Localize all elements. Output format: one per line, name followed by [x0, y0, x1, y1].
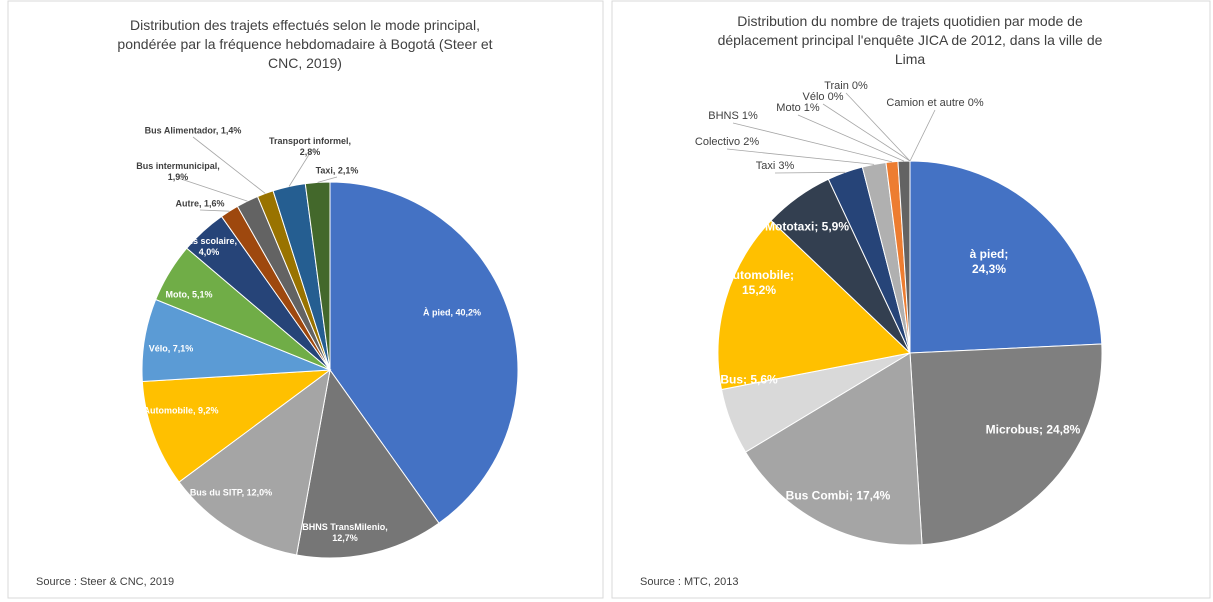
data-label: Mototaxi; 5,9%	[764, 219, 850, 234]
chart-title: Distribution des trajets effectués selon…	[117, 17, 493, 71]
data-label: BHNS TransMilenio, 12,7%	[302, 521, 388, 543]
data-label: Moto, 5,1%	[165, 289, 213, 300]
leader-line	[822, 103, 911, 162]
pie-slice	[909, 343, 1103, 546]
data-label: Bus du SITP, 12,0%	[189, 487, 273, 498]
pie-slice	[141, 369, 332, 483]
leader-line	[726, 148, 875, 165]
source: Source : Steer & CNC, 2019	[36, 576, 175, 588]
data-label: Train 0%	[824, 80, 868, 93]
data-label: Taxi 3%	[755, 160, 795, 173]
data-label: Colectivo 2%	[694, 136, 760, 149]
data-label: Bus Alimentador, 1,4%	[144, 125, 242, 136]
leader-line	[288, 152, 311, 187]
leader-line	[732, 122, 893, 163]
pie-slice	[909, 160, 1103, 354]
data-label: Camion et autre 0%	[886, 97, 984, 110]
data-label: Vélo 0%	[802, 91, 844, 104]
data-label: Autre, 1,6%	[175, 198, 225, 209]
leader-line	[845, 92, 911, 162]
leader-line	[192, 136, 266, 194]
leader-line	[199, 209, 230, 212]
pie-slice	[329, 181, 519, 524]
data-label: Moto 1%	[776, 102, 820, 115]
pie-slice	[717, 219, 912, 391]
pie-slice	[295, 368, 440, 559]
data-label: Bus; 5,6%	[720, 372, 778, 387]
data-label: À pied, 40,2%	[422, 307, 482, 318]
leader-line	[177, 177, 248, 202]
leader-line	[317, 176, 338, 183]
chart-title: Distribution du nombre de trajets quotid…	[717, 13, 1103, 67]
data-label: Vélo, 7,1%	[148, 343, 194, 354]
leader-line	[909, 109, 936, 162]
data-label: Transport informel, 2,8%	[268, 135, 352, 157]
data-label: Automobile; 15,2%	[724, 268, 794, 297]
data-label: à pied; 24,3%	[969, 247, 1009, 276]
data-label: Bus Combi; 17,4%	[785, 488, 891, 503]
pie-slice	[304, 181, 331, 371]
leader-line	[797, 114, 905, 162]
leader-line	[774, 171, 846, 174]
data-label: Bus scolaire, 4,0%	[180, 235, 238, 257]
data-label: Automobile, 9,2%	[143, 405, 219, 416]
source: Source : MTC, 2013	[640, 576, 739, 588]
pie-slice	[178, 368, 331, 556]
data-label: Microbus; 24,8%	[985, 422, 1081, 437]
data-label: BHNS 1%	[708, 110, 758, 123]
pie-slice	[744, 352, 923, 546]
data-label: Taxi, 2,1%	[315, 165, 359, 176]
data-label: Bus intermunicipal, 1,9%	[136, 160, 220, 182]
